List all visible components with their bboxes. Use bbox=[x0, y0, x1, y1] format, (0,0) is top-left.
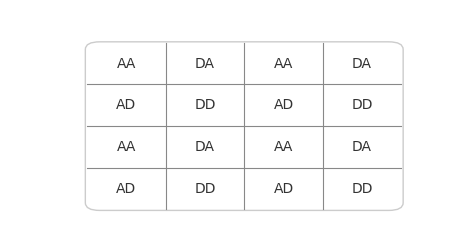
Text: DA: DA bbox=[352, 140, 372, 154]
Text: AA: AA bbox=[116, 57, 136, 71]
Text: AA: AA bbox=[274, 140, 293, 154]
Text: AD: AD bbox=[116, 182, 137, 196]
Text: AD: AD bbox=[116, 98, 137, 112]
Text: DD: DD bbox=[194, 182, 216, 196]
Text: DA: DA bbox=[352, 57, 372, 71]
Text: AA: AA bbox=[116, 140, 136, 154]
Text: AD: AD bbox=[274, 98, 294, 112]
Text: DA: DA bbox=[195, 140, 215, 154]
Text: DA: DA bbox=[195, 57, 215, 71]
Text: DD: DD bbox=[194, 98, 216, 112]
Text: AA: AA bbox=[274, 57, 293, 71]
Text: AD: AD bbox=[274, 182, 294, 196]
Text: DD: DD bbox=[351, 98, 373, 112]
FancyBboxPatch shape bbox=[85, 42, 403, 210]
Text: DD: DD bbox=[351, 182, 373, 196]
